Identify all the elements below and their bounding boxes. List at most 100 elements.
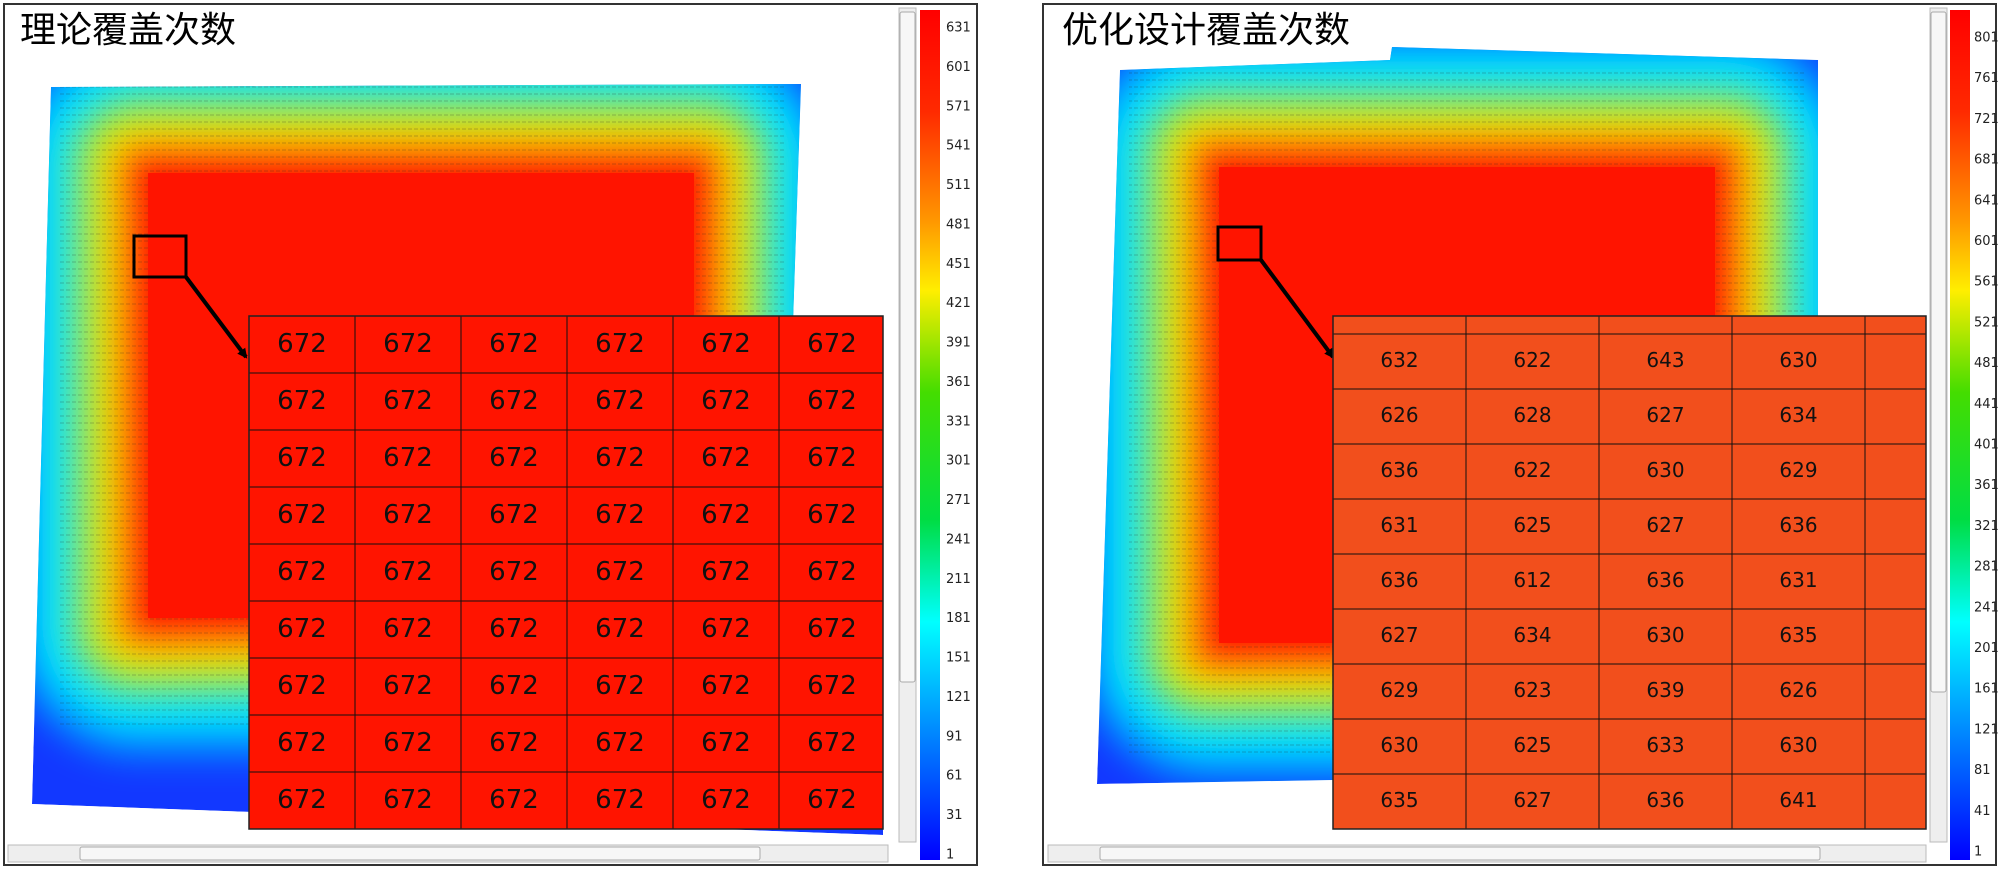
cell-value: 672 xyxy=(595,557,645,587)
cell-value: 672 xyxy=(807,329,857,359)
cell-value: 672 xyxy=(807,557,857,587)
cell-value: 634 xyxy=(1779,403,1817,427)
cell xyxy=(1598,773,1733,829)
colorbar-label: 301 xyxy=(946,454,971,469)
colorbar-label: 1 xyxy=(946,848,954,863)
colorbar-label: 681 xyxy=(1974,153,1999,168)
cell xyxy=(1731,553,1866,610)
colorbar-label: 121 xyxy=(946,690,971,705)
cell-value: 623 xyxy=(1513,678,1551,702)
cell xyxy=(1465,443,1600,500)
cell xyxy=(1465,773,1600,829)
cell-value: 672 xyxy=(383,386,433,416)
cell xyxy=(460,600,568,659)
cell xyxy=(1864,553,1926,610)
cell-value: 672 xyxy=(701,728,751,758)
cell xyxy=(672,486,780,545)
cell-value: 672 xyxy=(383,500,433,530)
cell-value: 672 xyxy=(595,671,645,701)
zoom-table: 672 672 672 672 672 672 672 672 672 672 672 672 672 6… xyxy=(249,316,883,829)
cell-value: 672 xyxy=(383,443,433,473)
panel: 理论覆盖次数 631 601 571 541 511 481 451 421 391 361 331 3… xyxy=(3,3,978,866)
cell-value: 672 xyxy=(595,785,645,815)
cell-value: 630 xyxy=(1646,458,1684,482)
cell-value: 672 xyxy=(277,443,327,473)
cell xyxy=(566,657,674,716)
scrollbar-thumb xyxy=(1099,846,1821,861)
cell-value: 672 xyxy=(383,614,433,644)
cell-value: 630 xyxy=(1380,733,1418,757)
cell-value: 622 xyxy=(1513,458,1551,482)
cell xyxy=(460,316,568,374)
cell-value: 672 xyxy=(383,557,433,587)
cell xyxy=(1598,443,1733,500)
colorbar-label: 161 xyxy=(1974,682,1999,697)
cell xyxy=(566,543,674,602)
colorbar-label: 361 xyxy=(946,375,971,390)
cell-value: 672 xyxy=(595,386,645,416)
colorbar-label: 391 xyxy=(946,336,971,351)
colorbar-label: 631 xyxy=(946,21,971,36)
cell-value: 636 xyxy=(1380,568,1418,592)
cell-value: 672 xyxy=(595,500,645,530)
colorbar-label: 761 xyxy=(1974,71,1999,86)
cell xyxy=(354,657,462,716)
cell xyxy=(249,543,356,602)
cell xyxy=(1465,388,1600,445)
colorbar-label: 481 xyxy=(946,217,971,232)
cell-value: 626 xyxy=(1380,403,1418,427)
cell-value: 672 xyxy=(277,614,327,644)
cell-value: 672 xyxy=(807,614,857,644)
cell-value: 633 xyxy=(1646,733,1684,757)
cell-value: 672 xyxy=(383,329,433,359)
colorbar-label: 571 xyxy=(946,99,971,114)
colorbar-label: 201 xyxy=(1974,641,1999,656)
cell-value: 636 xyxy=(1646,568,1684,592)
cell-value: 672 xyxy=(489,557,539,587)
cell xyxy=(1333,498,1467,555)
zoom-box xyxy=(132,234,188,279)
scrollbar-thumb xyxy=(79,846,761,861)
cell-value: 629 xyxy=(1779,458,1817,482)
cell-value: 672 xyxy=(489,329,539,359)
cell-value: 631 xyxy=(1779,568,1817,592)
cell xyxy=(249,771,356,829)
colorbar-label: 641 xyxy=(1974,193,1999,208)
cell xyxy=(354,714,462,773)
colorbar-label: 211 xyxy=(946,572,971,587)
cell xyxy=(1864,388,1926,445)
colorbar-label: 271 xyxy=(946,493,971,508)
colorbar-label: 281 xyxy=(1974,560,1999,575)
cell-value: 672 xyxy=(383,785,433,815)
cell xyxy=(354,372,462,431)
cell xyxy=(1731,718,1866,775)
cell-value: 628 xyxy=(1513,403,1551,427)
cell-value: 672 xyxy=(807,386,857,416)
cell xyxy=(672,372,780,431)
cell xyxy=(566,771,674,829)
cell-value: 629 xyxy=(1380,678,1418,702)
cell xyxy=(566,486,674,545)
cell-value: 672 xyxy=(489,785,539,815)
cell-value: 672 xyxy=(489,386,539,416)
colorbar-label: 481 xyxy=(1974,356,1999,371)
cell-value: 672 xyxy=(595,443,645,473)
cell xyxy=(1333,388,1467,445)
colorbar-label: 31 xyxy=(946,808,963,823)
cell xyxy=(354,600,462,659)
cell xyxy=(460,714,568,773)
cell-value: 672 xyxy=(807,671,857,701)
cell-value: 631 xyxy=(1380,513,1418,537)
cell-value: 672 xyxy=(489,500,539,530)
scrollbar-thumb xyxy=(899,11,916,683)
cell xyxy=(1864,718,1926,775)
cell-value: 672 xyxy=(277,386,327,416)
cell xyxy=(1598,608,1733,665)
cell xyxy=(1598,498,1733,555)
colorbar-label: 331 xyxy=(946,414,971,429)
cell-value: 672 xyxy=(595,329,645,359)
cell-value: 627 xyxy=(1380,623,1418,647)
cell-value: 627 xyxy=(1513,788,1551,812)
cell-value: 672 xyxy=(807,785,857,815)
cell xyxy=(778,714,883,773)
